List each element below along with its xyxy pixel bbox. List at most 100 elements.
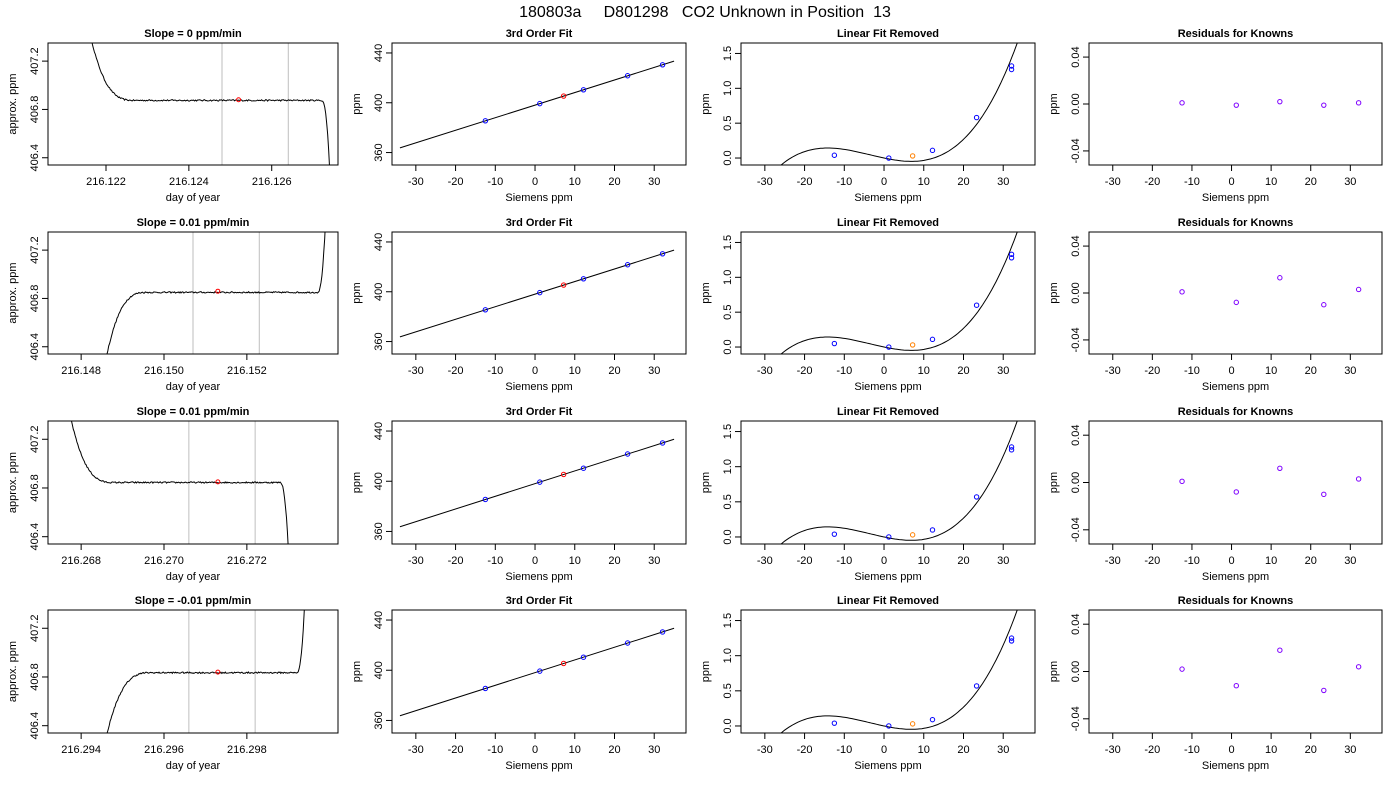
- x-tick-label: 10: [1265, 555, 1277, 567]
- y-tick-label: 0.04: [1070, 235, 1082, 256]
- x-tick-label: 30: [1344, 365, 1356, 377]
- data-point: [624, 73, 631, 79]
- y-tick-label: 0.04: [1070, 46, 1082, 67]
- data-point: [909, 721, 916, 727]
- x-axis-label: day of year: [166, 381, 221, 393]
- y-axis-label: approx. ppm: [7, 452, 19, 513]
- data-point: [537, 479, 543, 485]
- panel-trace-row-4: Slope = -0.01 ppm/min 216.294 216.296 216.2…: [7, 595, 339, 772]
- x-axis-label: Siemens ppm: [854, 760, 921, 772]
- x-tick-label: 0: [1228, 744, 1234, 756]
- data-point: [580, 654, 587, 660]
- plot-frame: [47, 42, 339, 166]
- x-tick-label: 216.298: [227, 744, 267, 756]
- data-point: [1179, 666, 1185, 672]
- trace-line: [106, 232, 326, 354]
- x-tick-label: 216.270: [144, 555, 184, 567]
- y-tick-label: 1.0: [722, 270, 734, 285]
- x-tick-label: 10: [1265, 365, 1277, 377]
- data-point: [537, 100, 543, 107]
- y-axis-label: ppm: [351, 661, 363, 682]
- panel-title: Linear Fit Removed: [837, 406, 939, 418]
- data-point: [1008, 635, 1015, 641]
- y-tick-label: 406.8: [29, 663, 41, 691]
- x-tick-label: 216.150: [144, 365, 184, 377]
- y-tick-label: -0.04: [1070, 706, 1082, 731]
- data-point: [624, 262, 631, 268]
- x-tick-label: 10: [569, 555, 581, 567]
- data-point: [973, 114, 980, 121]
- plot-frame: [740, 420, 1036, 545]
- data-point: [929, 147, 936, 154]
- y-tick-label: 360: [373, 711, 385, 729]
- plot-area: [780, 232, 1018, 354]
- x-tick-label: 30: [1344, 555, 1356, 567]
- x-tick-label: -30: [1105, 176, 1121, 188]
- unknown-marker: [215, 288, 221, 294]
- panel-title: 3rd Order Fit: [506, 217, 573, 229]
- data-point: [929, 527, 936, 533]
- y-tick-label: 407.2: [29, 615, 41, 643]
- y-tick-label: 406.4: [29, 712, 41, 740]
- x-tick-label: 10: [569, 365, 581, 377]
- panel-trace-row-1: Slope = 0 ppm/min 216.122 216.124 216.126 40…: [7, 28, 339, 204]
- x-tick-label: 20: [1305, 555, 1317, 567]
- y-tick-label: -0.04: [1070, 517, 1082, 542]
- panel-trace-row-2: Slope = 0.01 ppm/min 216.148 216.150 216.15…: [7, 217, 339, 393]
- y-axis-label: ppm: [351, 282, 363, 303]
- data-point: [973, 494, 980, 500]
- y-tick-label: 0.0: [722, 150, 734, 165]
- x-axis-label: day of year: [166, 192, 221, 204]
- y-tick-label: -0.04: [1070, 327, 1082, 352]
- x-axis-label: Siemens ppm: [505, 192, 572, 204]
- y-tick-label: 440: [373, 233, 385, 251]
- data-point: [1008, 255, 1015, 261]
- y-tick-label: 406.4: [29, 144, 41, 172]
- panel-title: Linear Fit Removed: [837, 28, 939, 40]
- x-axis-label: Siemens ppm: [854, 381, 921, 393]
- x-tick-label: 0: [881, 365, 887, 377]
- data-point: [1355, 476, 1362, 482]
- x-tick-label: -20: [797, 744, 813, 756]
- data-point: [1277, 98, 1283, 105]
- unknown-marker: [215, 669, 221, 675]
- x-axis-label: Siemens ppm: [1202, 381, 1269, 393]
- data-point: [1233, 682, 1239, 689]
- y-tick-label: 360: [373, 143, 385, 161]
- x-tick-label: -30: [408, 176, 424, 188]
- x-tick-label: 10: [569, 176, 581, 188]
- x-tick-label: 20: [957, 744, 969, 756]
- y-tick-label: 440: [373, 611, 385, 629]
- x-tick-label: 30: [997, 365, 1009, 377]
- trace-line: [91, 43, 330, 165]
- data-point: [659, 629, 666, 635]
- y-tick-label: 0.0: [722, 718, 734, 733]
- data-point: [1179, 289, 1185, 295]
- panel-linear_removed-row-2: Linear Fit Removed -30 -20 -10 0 10 20 30 0.0 0.5…: [700, 217, 1036, 393]
- plot-area: [91, 43, 330, 165]
- plot-frame: [740, 609, 1036, 734]
- y-tick-label: 0.04: [1070, 613, 1082, 634]
- data-point: [1008, 447, 1015, 453]
- y-tick-label: 406.8: [29, 285, 41, 313]
- plot-frame: [1088, 609, 1383, 734]
- x-tick-label: -10: [1184, 744, 1200, 756]
- y-tick-label: 0.5: [722, 683, 734, 698]
- y-axis-label: ppm: [351, 93, 363, 114]
- x-tick-label: 10: [918, 176, 930, 188]
- data-point: [482, 496, 489, 503]
- fit-line: [399, 627, 675, 717]
- panel-title: 3rd Order Fit: [506, 595, 573, 607]
- panel-title: 3rd Order Fit: [506, 28, 573, 40]
- x-tick-label: 10: [918, 365, 930, 377]
- plot-area: [106, 232, 326, 354]
- fit-curve: [780, 610, 1018, 733]
- x-tick-label: -10: [487, 176, 503, 188]
- fit-curve: [780, 43, 1018, 165]
- x-tick-label: 0: [881, 555, 887, 567]
- x-tick-label: -10: [836, 176, 852, 188]
- y-tick-label: 0.00: [1070, 282, 1082, 303]
- x-tick-label: 0: [1228, 176, 1234, 188]
- panel-residuals-row-3: Residuals for Knowns -30 -20 -10 0 10 20 30 -0.0…: [1048, 406, 1383, 583]
- x-tick-label: 0: [532, 176, 538, 188]
